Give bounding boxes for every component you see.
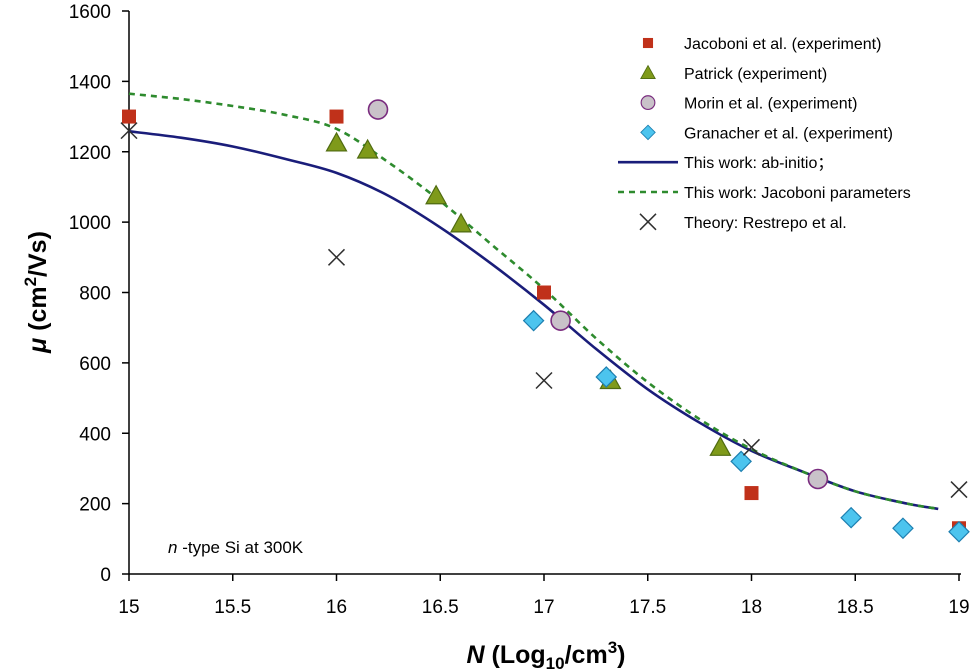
legend-entry-jacoboni: Jacoboni et al. (experiment): [642, 36, 881, 53]
legend-entry-morin: Morin et al. (experiment): [640, 95, 857, 113]
point-restrepo: [120, 122, 138, 140]
legend-label: Jacoboni et al. (experiment): [684, 36, 881, 53]
point-patrick: [325, 131, 348, 152]
y-axis-title: μ (cm2/Vs): [21, 231, 52, 354]
y-tick-label: 200: [79, 495, 111, 516]
x-tick-label: 18: [741, 597, 762, 618]
point-granacher: [730, 450, 752, 473]
legend-swatch: [640, 124, 656, 141]
y-tick-label: 1200: [69, 143, 111, 164]
x-axis-title: N (Log10/cm3): [467, 638, 626, 672]
x-ticks: 15 15.5 16 16.5 17 17.5 18 18.5 19: [118, 574, 970, 618]
point-restrepo: [535, 371, 553, 389]
point-restrepo: [950, 481, 968, 499]
x-tick-label: 16: [326, 597, 347, 618]
point-patrick: [356, 138, 379, 159]
legend-swatch: [639, 213, 657, 231]
x-tick-label: 19: [948, 597, 969, 618]
y-tick-label: 400: [79, 424, 111, 445]
point-granacher: [840, 506, 862, 529]
markers: [120, 99, 970, 543]
point-jacoboni: [329, 109, 344, 124]
x-tick-label: 17: [533, 597, 554, 618]
point-jacoboni: [122, 109, 136, 124]
legend-swatch: [640, 64, 656, 79]
x-tick-label: 17.5: [629, 597, 666, 618]
legend-label: Theory: Restrepo et al.: [684, 215, 847, 232]
legend-entry-granacher: Granacher et al. (experiment): [640, 124, 893, 142]
x-tick-label: 15.5: [214, 597, 251, 618]
y-tick-label: 0: [100, 565, 111, 586]
point-granacher: [892, 517, 914, 540]
point-granacher: [948, 520, 970, 543]
legend-swatch: [642, 37, 654, 49]
legend-entry-jacoboni_params: This work: Jacoboni parameters: [618, 185, 911, 202]
y-tick-label: 800: [79, 284, 111, 305]
point-restrepo: [742, 438, 761, 456]
legend-entry-restrepo: Theory: Restrepo et al.: [639, 213, 847, 232]
y-ticks: 0 200 400 600 800 1000 1200 1400 1600: [69, 2, 129, 586]
point-jacoboni: [537, 285, 551, 300]
point-patrick: [449, 212, 473, 233]
point-restrepo: [327, 248, 346, 266]
y-tick-label: 1000: [69, 213, 111, 234]
point-granacher: [595, 366, 618, 388]
y-tick-label: 1400: [69, 72, 111, 93]
point-morin: [367, 99, 389, 120]
legend-label: This work: ab-initio；: [684, 155, 833, 172]
legend-label: Patrick (experiment): [684, 66, 827, 83]
y-tick-label: 1600: [69, 2, 111, 23]
y-tick-label: 600: [79, 354, 111, 375]
point-granacher: [522, 309, 545, 332]
x-tick-label: 18.5: [837, 597, 874, 618]
legend-entry-patrick: Patrick (experiment): [640, 64, 827, 83]
point-patrick: [709, 436, 732, 456]
x-tick-label: 15: [118, 597, 139, 618]
legend-swatch: [640, 95, 656, 111]
point-jacoboni: [744, 486, 759, 501]
point-patrick: [425, 184, 448, 205]
point-morin: [807, 468, 829, 490]
legend-entry-abinitio: This work: ab-initio；: [618, 155, 833, 172]
legend-label: Granacher et al. (experiment): [684, 125, 893, 142]
legend-label: This work: Jacoboni parameters: [684, 185, 911, 202]
x-tick-label: 16.5: [422, 597, 459, 618]
point-morin: [550, 310, 571, 331]
legend: Jacoboni et al. (experiment) Patrick (exp…: [618, 36, 911, 232]
annotation-sample: n -type Si at 300K: [168, 538, 304, 557]
legend-label: Morin et al. (experiment): [684, 96, 857, 113]
